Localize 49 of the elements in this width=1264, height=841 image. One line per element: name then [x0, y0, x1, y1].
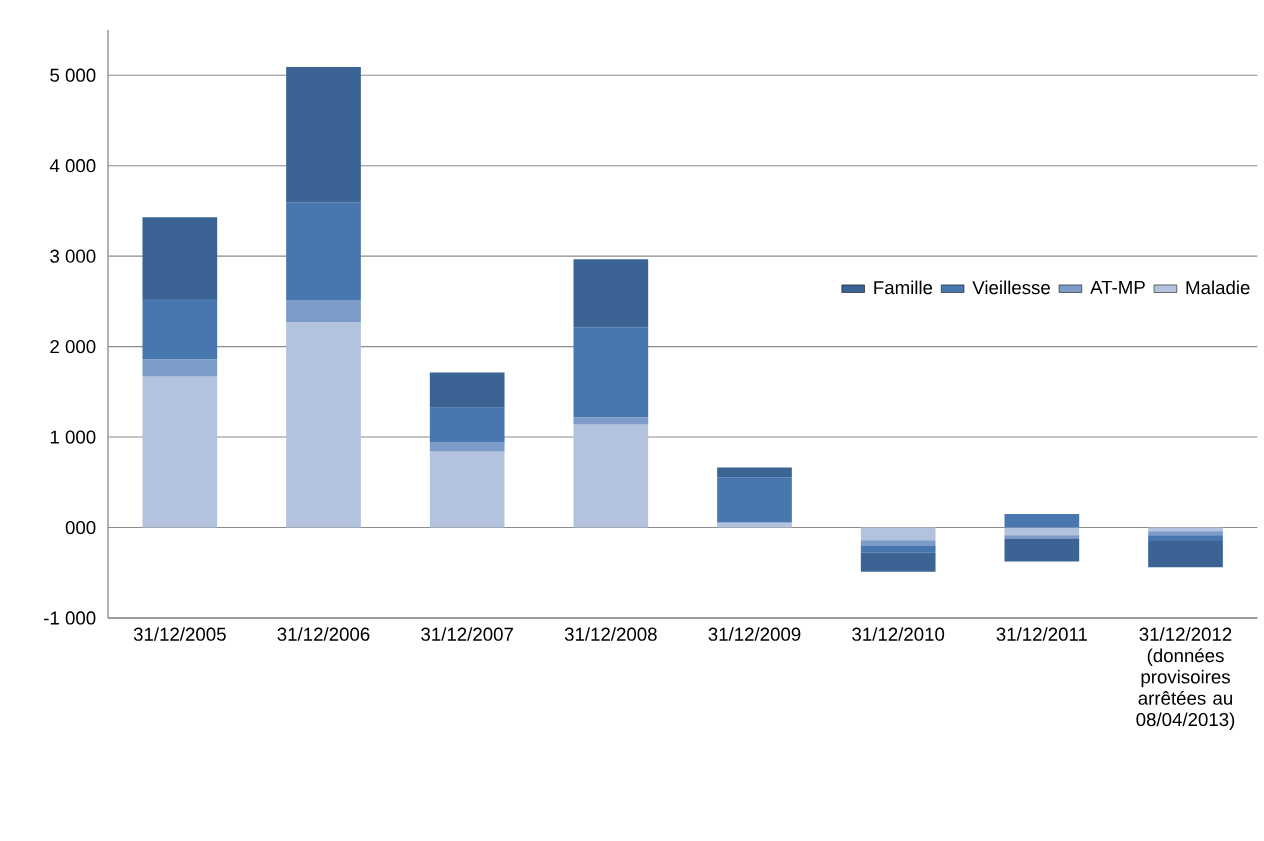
x-tick-label: 31/12/2005: [133, 626, 226, 641]
bar: [1148, 540, 1223, 568]
x-tick-label: 31/12/2012 (données provisoires arrêtées au 08/04/2013): [1136, 626, 1235, 730]
x-tick-label: 31/12/2009: [708, 626, 801, 641]
bar: [142, 217, 218, 299]
bar: [1148, 530, 1223, 536]
bar: [860, 552, 936, 572]
bar: [573, 417, 649, 425]
x-tick-label: 31/12/2008: [564, 626, 657, 641]
y-tick-label: 3 000: [50, 249, 96, 263]
legend-label: AT-MP: [1090, 280, 1145, 294]
bar: [142, 298, 218, 360]
bar: [142, 359, 218, 377]
bar: [142, 376, 218, 528]
bar: [429, 372, 505, 408]
y-tick-label: 4 000: [49, 158, 96, 173]
bar: [717, 477, 792, 523]
bar: [860, 527, 936, 541]
legend-label: Vieillesse: [972, 280, 1050, 295]
y-tick-label: 000: [65, 520, 96, 534]
legend-label: Maladie: [1186, 280, 1250, 295]
bar: [1004, 513, 1080, 528]
bar: [429, 407, 505, 443]
bar: [286, 322, 361, 528]
y-tick-label: -1 000: [44, 611, 96, 625]
bar: [1004, 535, 1080, 539]
bar: [1004, 527, 1080, 536]
bar: [860, 545, 936, 553]
bar: [573, 259, 649, 327]
bar: [573, 424, 649, 528]
bar: [286, 299, 361, 323]
bar: [286, 66, 361, 203]
bar: [429, 451, 505, 528]
y-tick-label: 1 000: [50, 430, 96, 444]
bar: [1148, 535, 1223, 541]
x-tick-label: 31/12/2010: [852, 626, 945, 641]
bar: [429, 442, 505, 452]
legend-label: Famille: [874, 280, 933, 295]
x-tick-label: 31/12/2011: [996, 626, 1087, 641]
y-tick-label: 5 000: [50, 68, 96, 82]
y-tick-label: 2 000: [50, 339, 96, 354]
bar: [860, 540, 936, 546]
bar: [286, 202, 361, 300]
x-tick-label: 31/12/2007: [421, 626, 513, 641]
bar: [1004, 538, 1080, 562]
x-tick-label: 31/12/2006: [277, 626, 370, 641]
bar: [573, 327, 649, 418]
bar: [717, 467, 792, 478]
bar: [717, 522, 792, 528]
